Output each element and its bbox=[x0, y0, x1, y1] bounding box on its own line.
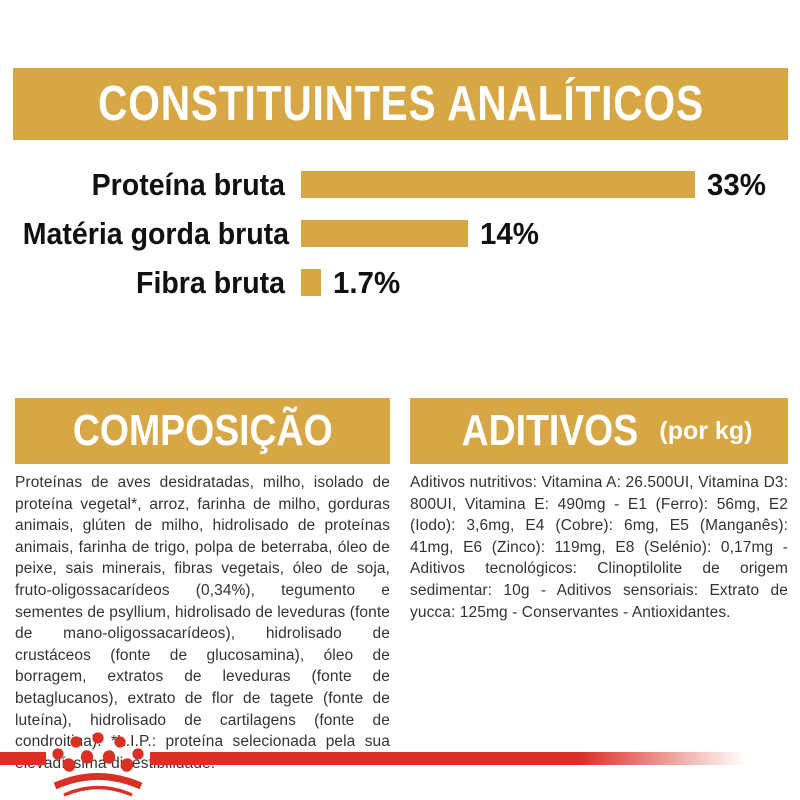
composition-banner: COMPOSIÇÃO bbox=[15, 398, 390, 464]
nutrient-label: Matéria gorda bruta bbox=[22, 215, 290, 251]
composition-title: COMPOSIÇÃO bbox=[72, 406, 333, 455]
nutrient-bar-chart: Proteína bruta 33% Matéria gorda bruta 1… bbox=[0, 160, 800, 307]
nutrient-bar bbox=[301, 220, 469, 247]
brand-rule-right bbox=[150, 752, 746, 765]
nutrient-value: 1.7% bbox=[333, 264, 401, 300]
nutrient-label: Fibra bruta bbox=[136, 264, 285, 300]
analytical-constituents-banner: CONSTITUINTES ANALÍTICOS bbox=[13, 68, 788, 140]
brand-rule-left bbox=[0, 752, 46, 765]
royal-canin-crown-icon bbox=[52, 732, 144, 797]
nutrient-row-fibre: Fibra bruta 1.7% bbox=[0, 258, 800, 307]
composition-section: COMPOSIÇÃO Proteínas de aves desidratada… bbox=[15, 398, 390, 774]
additives-banner: ADITIVOS (por kg) bbox=[410, 398, 788, 464]
additives-section: ADITIVOS (por kg) Aditivos nutritivos: V… bbox=[410, 398, 788, 623]
additives-title-suffix: (por kg) bbox=[659, 416, 753, 445]
composition-text: Proteínas de aves desidratadas, milho, i… bbox=[15, 474, 390, 772]
nutrient-value: 33% bbox=[707, 166, 766, 202]
nutrient-bar bbox=[301, 269, 322, 296]
nutrient-value: 14% bbox=[480, 215, 540, 251]
nutrient-row-protein: Proteína bruta 33% bbox=[0, 160, 800, 209]
nutrient-label: Proteína bruta bbox=[91, 166, 285, 202]
additives-text: Aditivos nutritivos: Vitamina A: 26.500U… bbox=[410, 474, 788, 621]
nutrient-row-fat: Matéria gorda bruta 14% bbox=[0, 209, 800, 258]
nutrient-bar bbox=[301, 171, 695, 198]
analytical-constituents-title: CONSTITUINTES ANALÍTICOS bbox=[97, 77, 704, 131]
additives-title: ADITIVOS bbox=[461, 406, 638, 455]
